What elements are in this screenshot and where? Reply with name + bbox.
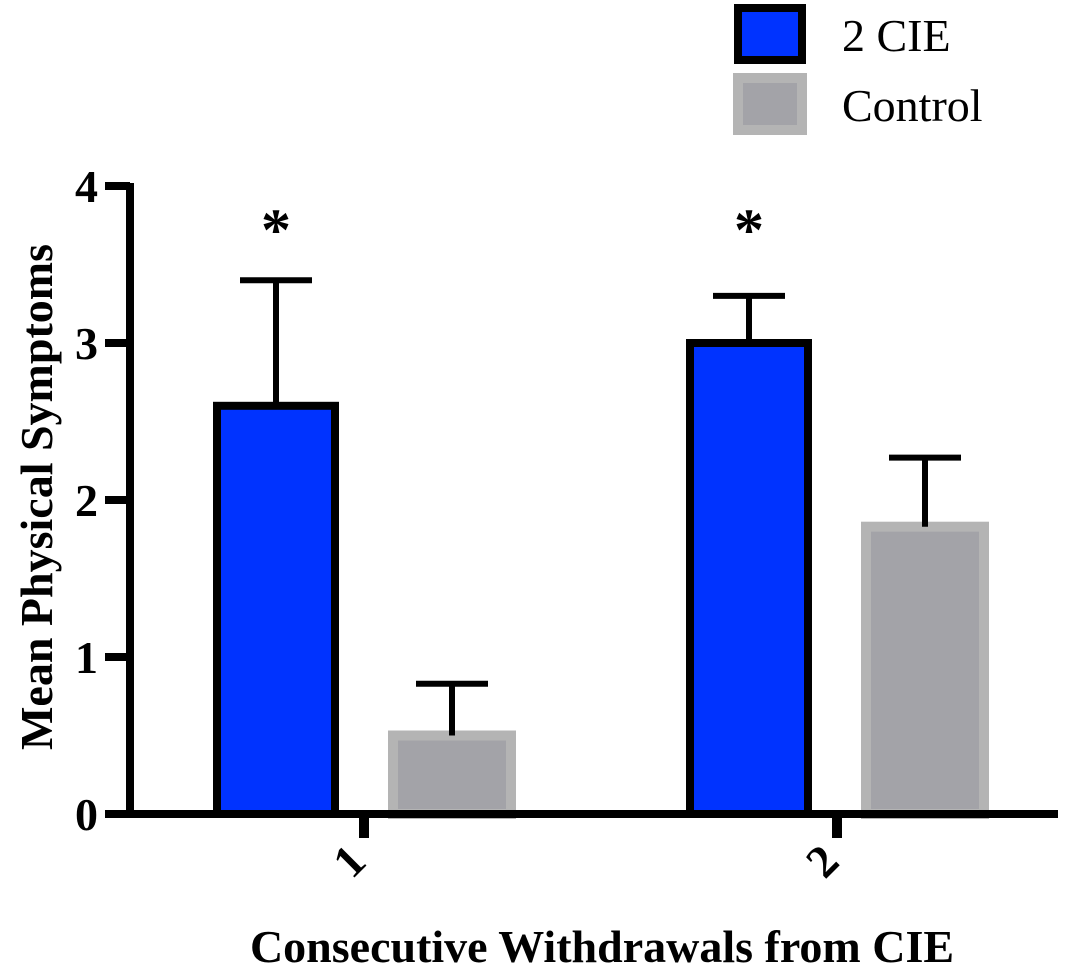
y-tick-label: 1 — [75, 632, 98, 683]
y-tick-label: 0 — [75, 789, 98, 840]
x-axis-label: Consecutive Withdrawals from CIE — [250, 921, 954, 972]
bar — [213, 401, 339, 818]
y-tick-label: 3 — [75, 318, 98, 369]
bar — [861, 521, 989, 819]
significance-marker: * — [734, 197, 764, 263]
legend-label: Control — [842, 80, 983, 131]
annotations-layer: * * — [261, 197, 764, 263]
bar — [388, 730, 516, 819]
y-tick-label: 2 — [75, 475, 98, 526]
x-tick-label: 2 — [796, 835, 848, 887]
legend-swatch — [734, 4, 806, 64]
y-axis-label: Mean Physical Symptoms — [11, 244, 62, 750]
y-ticks: 0 1 2 3 4 — [75, 161, 130, 840]
significance-marker: * — [261, 197, 291, 263]
x-tick-label: 1 — [323, 835, 375, 887]
y-tick-label: 4 — [75, 161, 98, 212]
legend-swatch — [733, 73, 807, 135]
bars-layer — [213, 339, 989, 819]
legend: 2 CIE Control — [733, 4, 983, 135]
bar — [686, 339, 812, 818]
error-bars-layer — [240, 277, 961, 736]
legend-label: 2 CIE — [842, 10, 951, 61]
